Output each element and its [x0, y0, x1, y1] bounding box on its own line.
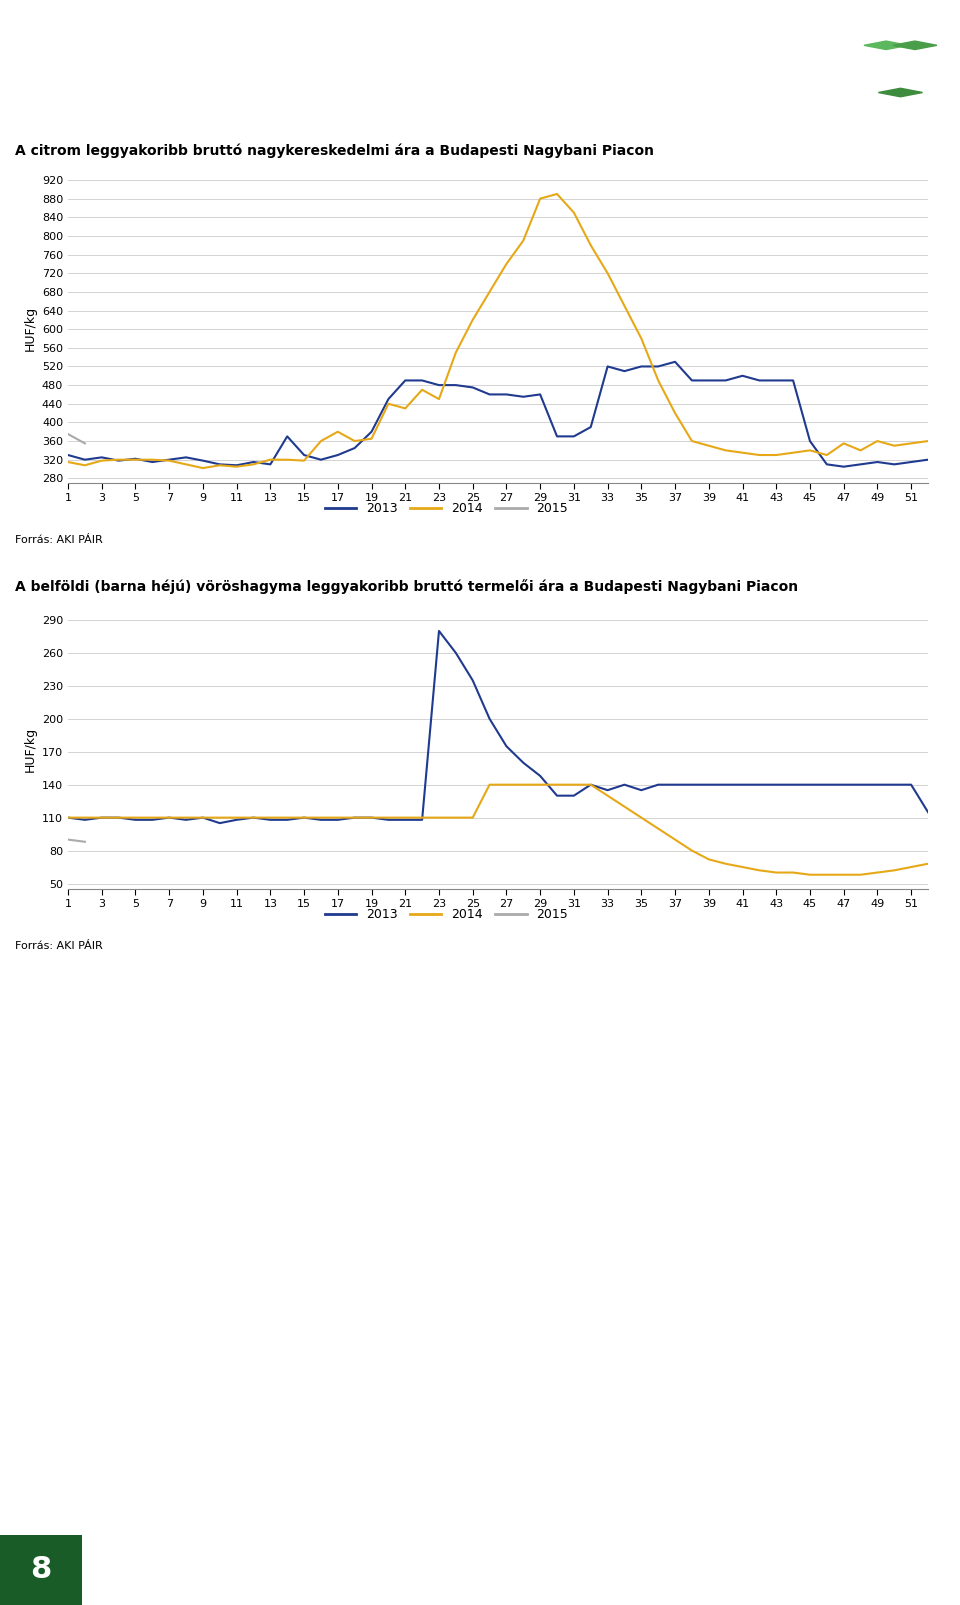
- Text: PÁIR: PÁIR: [882, 66, 909, 75]
- Text: Agrárpiaci Információk, 2015. január: Agrárpiaci Információk, 2015. január: [295, 1560, 665, 1579]
- Text: A citrom leggyakoribb bruttó nagykereskedelmi ára a Budapesti Nagybani Piacon: A citrom leggyakoribb bruttó nagykereske…: [15, 143, 654, 157]
- Text: ZÖLDSÉG ÉS GYÜMÖLCS: ZÖLDSÉG ÉS GYÜMÖLCS: [17, 51, 587, 95]
- Polygon shape: [893, 42, 937, 50]
- Polygon shape: [864, 42, 908, 50]
- Polygon shape: [878, 88, 923, 96]
- Y-axis label: HUF/kg: HUF/kg: [23, 727, 36, 772]
- Legend: 2013, 2014, 2015: 2013, 2014, 2015: [320, 904, 573, 926]
- Text: 8: 8: [30, 1555, 52, 1584]
- Legend: 2013, 2014, 2015: 2013, 2014, 2015: [320, 498, 573, 520]
- Text: A belföldi (barna héjú) vöröshagyma leggyakoribb bruttó termelői ára a Budapesti: A belföldi (barna héjú) vöröshagyma legg…: [15, 579, 798, 594]
- Text: Forrás: AKI PÁIR: Forrás: AKI PÁIR: [15, 941, 103, 952]
- Y-axis label: HUF/kg: HUF/kg: [23, 305, 36, 350]
- Text: Forrás: AKI PÁIR: Forrás: AKI PÁIR: [15, 534, 103, 546]
- Bar: [0, 1534, 82, 1605]
